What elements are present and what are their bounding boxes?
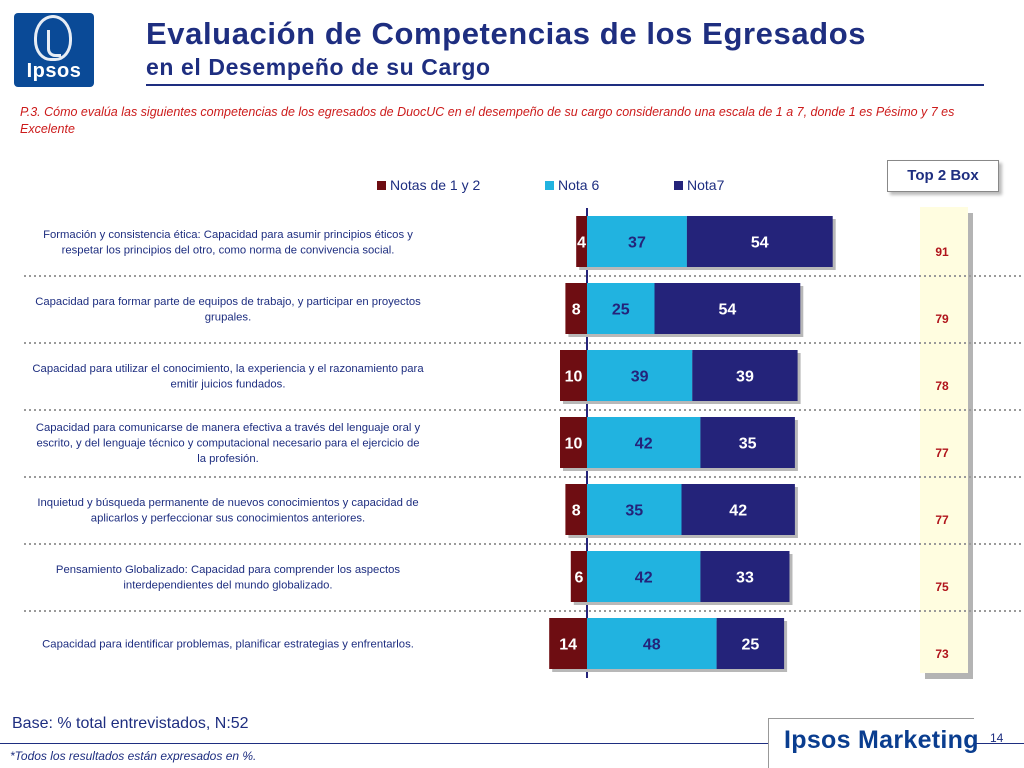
category-label-line: escrito, y del lenguaje técnico y comput…	[36, 438, 419, 450]
category-label-1: Capacidad para formar parte de equipos d…	[35, 296, 421, 324]
legend-label-1: Nota 6	[558, 177, 599, 193]
question-text: P.3. Cómo evalúa las siguientes competen…	[20, 105, 955, 136]
logo-text: Ipsos	[26, 60, 82, 82]
category-label-line: grupales.	[205, 311, 251, 323]
category-label-3: Capacidad para comunicarse de manera efe…	[36, 422, 421, 465]
category-label-0: Formación y consistencia ética: Capacida…	[43, 229, 413, 257]
top2-box-label: Top 2 Box	[887, 160, 999, 192]
bar-nota6-3	[587, 417, 701, 468]
bar-low-label-5: 6	[574, 570, 583, 587]
category-label-2: Capacidad para utilizar el conocimiento,…	[32, 363, 424, 391]
bar-nota6-4	[587, 484, 682, 535]
page-number: 14	[990, 731, 1004, 745]
base-note: Base: % total entrevistados, N:52	[12, 715, 249, 732]
bar-nota7-label-1: 54	[719, 302, 737, 319]
bar-low-4	[565, 484, 587, 535]
bar-low-6	[549, 618, 587, 669]
footnote: *Todos los resultados están expresados e…	[10, 749, 257, 763]
category-label-line: aplicarlos y perfeccionar sus conocimien…	[91, 512, 365, 524]
bar-nota6-label-1: 25	[612, 302, 630, 319]
category-label-line: la profesión.	[197, 453, 259, 465]
bar-nota6-label-2: 39	[631, 369, 649, 386]
title-divider	[146, 84, 984, 86]
footer-divider	[0, 743, 1024, 744]
top2-value-5: 75	[935, 580, 949, 594]
bar-low-label-0: 4	[577, 235, 586, 252]
top2-value-1: 79	[935, 312, 949, 326]
bar-low-label-3: 10	[565, 436, 583, 453]
bar-nota6-5	[587, 551, 701, 602]
category-label-line: Inquietud y búsqueda permanente de nuevo…	[37, 497, 418, 509]
bar-nota6-label-5: 42	[635, 570, 653, 587]
bar-low-1	[565, 283, 587, 334]
legend-label-0: Notas de 1 y 2	[390, 177, 480, 193]
bar-nota7-2	[692, 350, 798, 401]
bar-nota6-6	[587, 618, 717, 669]
bar-nota7-label-2: 39	[736, 369, 754, 386]
bar-nota7-6	[716, 618, 785, 669]
category-label-5: Pensamiento Globalizado: Capacidad para …	[56, 564, 400, 592]
bar-nota7-5	[700, 551, 790, 602]
bar-low-label-2: 10	[565, 369, 583, 386]
top2-value-4: 77	[935, 513, 949, 527]
legend-swatch-0	[377, 181, 386, 190]
legend-swatch-1	[545, 181, 554, 190]
brand-box	[768, 718, 974, 768]
category-label-line: Capacidad para identificar problemas, pl…	[42, 639, 414, 651]
top2-strip	[920, 207, 968, 673]
bar-nota7-4	[681, 484, 795, 535]
category-label-line: Capacidad para formar parte de equipos d…	[35, 296, 421, 308]
top2-value-3: 77	[935, 446, 949, 460]
page-subtitle: en el Desempeño de su Cargo	[146, 54, 491, 80]
category-label-line: emitir juicios fundados.	[171, 378, 286, 390]
category-label-line: interdependientes del mundo globalizado.	[123, 579, 332, 591]
legend-label-2: Nota7	[687, 177, 725, 193]
category-label-line: Capacidad para comunicarse de manera efe…	[36, 422, 421, 434]
legend-swatch-2	[674, 181, 683, 190]
category-label-4: Inquietud y búsqueda permanente de nuevo…	[37, 497, 418, 525]
bar-nota7-label-0: 54	[751, 235, 769, 252]
bar-nota7-label-4: 42	[729, 503, 747, 520]
bar-nota6-label-4: 35	[625, 503, 643, 520]
category-label-6: Capacidad para identificar problemas, pl…	[42, 639, 414, 651]
top2-value-6: 73	[935, 647, 949, 661]
bar-nota6-label-6: 48	[643, 637, 661, 654]
bar-nota7-0	[686, 216, 833, 267]
bar-nota6-0	[587, 216, 687, 267]
bar-nota6-1	[587, 283, 655, 334]
top2-value-0: 91	[935, 245, 949, 259]
bar-low-label-6: 14	[559, 637, 577, 654]
bar-low-3	[560, 417, 587, 468]
bar-nota7-label-5: 33	[736, 570, 754, 587]
category-label-line: respetar los principios del otro, como n…	[62, 244, 395, 256]
page-title: Evaluación de Competencias de los Egresa…	[146, 16, 867, 51]
bar-nota7-label-3: 35	[739, 436, 757, 453]
ipsos-logo: Ipsos	[14, 13, 94, 87]
bar-low-label-4: 8	[572, 503, 581, 520]
logo-face-icon	[34, 15, 72, 61]
bar-nota6-label-3: 42	[635, 436, 653, 453]
bar-low-label-1: 8	[572, 302, 581, 319]
bar-nota7-3	[700, 417, 795, 468]
bar-low-2	[560, 350, 587, 401]
bar-nota6-2	[587, 350, 693, 401]
bar-nota7-label-6: 25	[741, 637, 759, 654]
category-label-line: Pensamiento Globalizado: Capacidad para …	[56, 564, 400, 576]
top2-value-2: 78	[935, 379, 949, 393]
brand-label: Ipsos Marketing	[784, 726, 979, 754]
bar-nota7-1	[654, 283, 801, 334]
bar-low-5	[570, 551, 587, 602]
category-label-line: Capacidad para utilizar el conocimiento,…	[32, 363, 424, 375]
category-label-line: Formación y consistencia ética: Capacida…	[43, 229, 413, 241]
bar-low-0	[576, 216, 587, 267]
bar-nota6-label-0: 37	[628, 235, 646, 252]
